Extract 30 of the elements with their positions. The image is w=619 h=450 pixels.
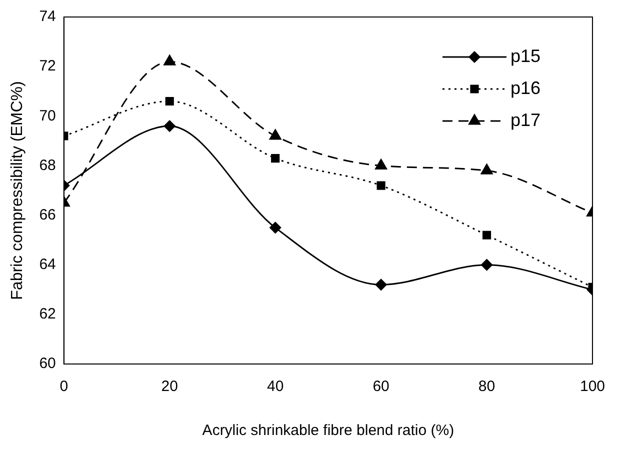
x-tick-label: 80	[478, 378, 496, 396]
y-tick-label: 64	[39, 256, 56, 273]
legend-label: p16	[510, 78, 541, 98]
point	[271, 154, 280, 163]
point	[270, 222, 282, 234]
y-axis-title: Fabric compressibility (EMC%)	[9, 81, 26, 300]
point	[375, 158, 387, 170]
point	[164, 54, 176, 66]
x-tick-label: 20	[161, 378, 178, 396]
point	[375, 278, 387, 290]
point	[376, 181, 386, 190]
point	[480, 164, 493, 174]
point	[482, 230, 492, 240]
x-tick-label: 60	[372, 378, 390, 396]
legend-label: p17	[510, 110, 541, 130]
point	[164, 120, 176, 132]
y-tick-label: 68	[39, 156, 56, 174]
y-tick-label: 72	[39, 58, 56, 75]
x-axis-title: Acrylic shrinkable fibre blend ratio (%)	[202, 422, 454, 440]
point	[269, 129, 282, 140]
y-tick-label: 60	[39, 355, 56, 372]
y-tick-label: 70	[39, 107, 56, 124]
y-tick-label: 74	[39, 8, 56, 26]
y-tick-label: 66	[39, 206, 56, 224]
x-tick-label: 40	[266, 378, 284, 396]
x-tick-label: 0	[60, 378, 68, 396]
x-tick-label: 100	[580, 378, 605, 396]
point	[165, 96, 174, 106]
legend-label: p15	[510, 46, 541, 66]
y-tick-label: 62	[39, 306, 56, 323]
